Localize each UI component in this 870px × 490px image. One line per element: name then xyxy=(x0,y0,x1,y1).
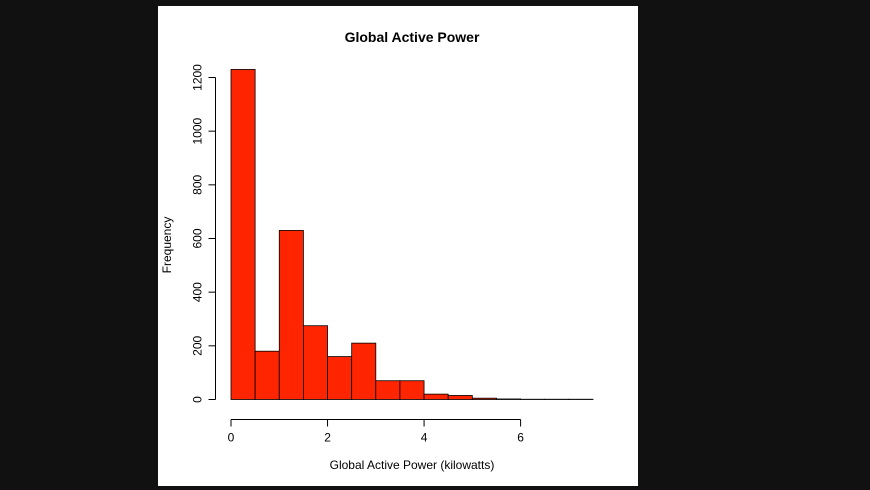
y-tick-label: 0 xyxy=(191,396,205,403)
y-axis: 0 200 400 600 800 1000 1200 xyxy=(191,64,216,403)
y-axis-label: Frequency xyxy=(160,217,174,274)
y-tick-label: 400 xyxy=(191,282,205,302)
histogram-bar xyxy=(399,380,425,400)
histogram-chart: Global Active Power Global Active Power … xyxy=(160,29,594,472)
histogram-bar xyxy=(254,350,280,400)
plot-panel: Global Active Power Global Active Power … xyxy=(158,6,638,486)
y-tick-label: 600 xyxy=(191,228,205,248)
histogram-bar xyxy=(375,380,401,400)
histogram-bar xyxy=(351,342,377,400)
histogram-bar xyxy=(447,395,473,400)
y-tick-label: 800 xyxy=(191,175,205,195)
histogram-bar xyxy=(278,230,304,400)
x-tick-label: 0 xyxy=(228,431,235,445)
y-tick-label: 1000 xyxy=(191,117,205,144)
y-tick-label: 200 xyxy=(191,336,205,356)
histogram-bars xyxy=(230,69,594,400)
histogram-bar xyxy=(471,397,497,400)
histogram-bar xyxy=(496,398,522,400)
x-axis: 0 2 4 6 xyxy=(228,419,524,445)
x-axis-label: Global Active Power (kilowatts) xyxy=(330,458,495,472)
x-tick-label: 6 xyxy=(517,431,524,445)
chart-title: Global Active Power xyxy=(345,29,480,45)
y-tick-label: 1200 xyxy=(191,64,205,91)
histogram-bar xyxy=(302,325,328,400)
x-tick-label: 4 xyxy=(421,431,428,445)
x-tick-label: 2 xyxy=(324,431,331,445)
histogram-bar xyxy=(327,356,353,400)
histogram-bar xyxy=(230,69,256,400)
histogram-bar xyxy=(423,393,449,400)
